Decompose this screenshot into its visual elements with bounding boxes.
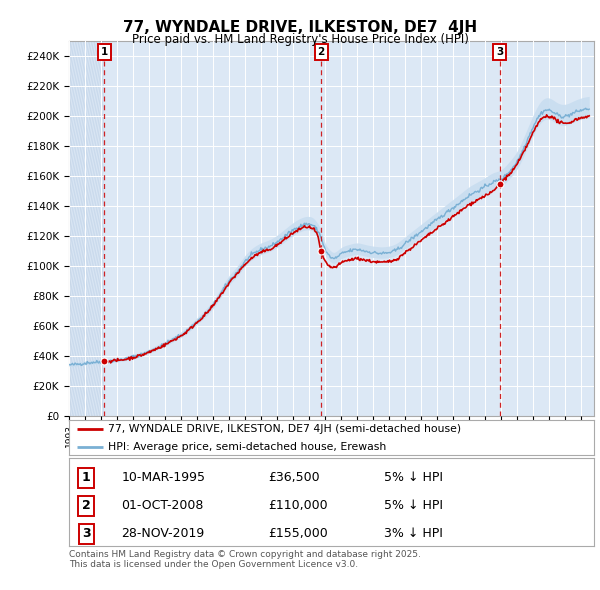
Text: Price paid vs. HM Land Registry's House Price Index (HPI): Price paid vs. HM Land Registry's House … <box>131 33 469 46</box>
Text: 5% ↓ HPI: 5% ↓ HPI <box>384 471 443 484</box>
Text: 01-OCT-2008: 01-OCT-2008 <box>121 499 204 512</box>
Text: 3: 3 <box>82 527 91 540</box>
Text: £110,000: £110,000 <box>269 499 328 512</box>
Text: 2: 2 <box>317 47 325 57</box>
Text: 2: 2 <box>82 499 91 512</box>
Text: 5% ↓ HPI: 5% ↓ HPI <box>384 499 443 512</box>
Text: 1: 1 <box>100 47 107 57</box>
Text: 28-NOV-2019: 28-NOV-2019 <box>121 527 205 540</box>
Text: 3% ↓ HPI: 3% ↓ HPI <box>384 527 443 540</box>
Text: £155,000: £155,000 <box>269 527 328 540</box>
Text: 77, WYNDALE DRIVE, ILKESTON, DE7  4JH: 77, WYNDALE DRIVE, ILKESTON, DE7 4JH <box>123 20 477 35</box>
Text: 77, WYNDALE DRIVE, ILKESTON, DE7 4JH (semi-detached house): 77, WYNDALE DRIVE, ILKESTON, DE7 4JH (se… <box>109 424 461 434</box>
Text: 10-MAR-1995: 10-MAR-1995 <box>121 471 205 484</box>
Text: 1: 1 <box>82 471 91 484</box>
Text: Contains HM Land Registry data © Crown copyright and database right 2025.
This d: Contains HM Land Registry data © Crown c… <box>69 550 421 569</box>
Text: 3: 3 <box>496 47 503 57</box>
Text: HPI: Average price, semi-detached house, Erewash: HPI: Average price, semi-detached house,… <box>109 442 386 451</box>
Text: £36,500: £36,500 <box>269 471 320 484</box>
